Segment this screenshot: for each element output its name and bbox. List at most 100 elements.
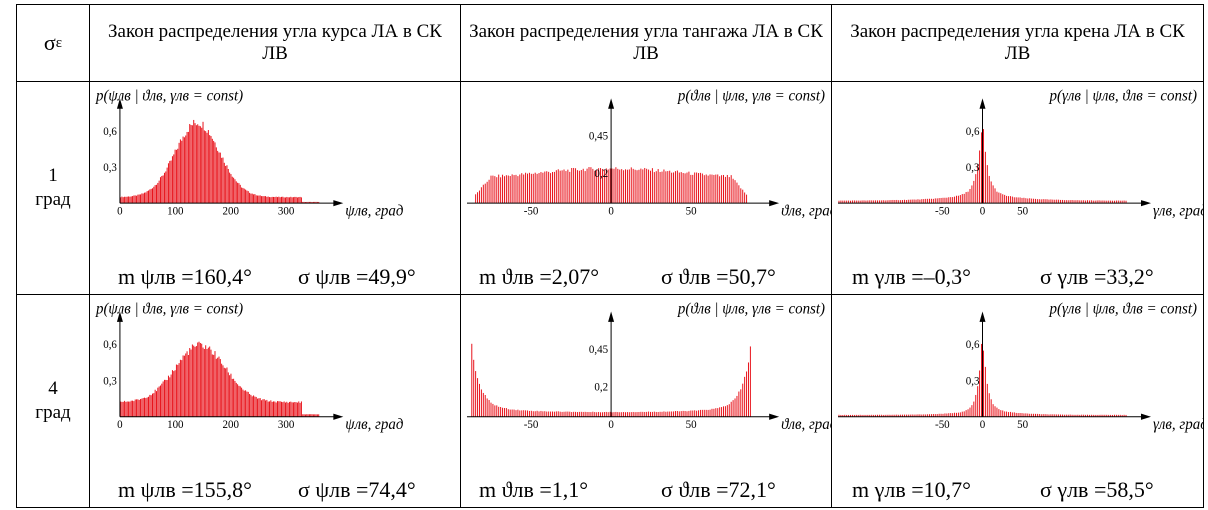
histogram-bar [644,167,646,204]
row-value: 1 [48,164,58,186]
histogram-bar [1115,414,1117,417]
histogram-bar [686,410,688,417]
histogram-bar [932,198,934,204]
histogram-bar [246,190,248,204]
histogram-bar [561,170,563,204]
histogram-bar [634,411,636,417]
histogram-bar [1056,199,1058,204]
histogram-bar [254,396,256,417]
histogram-bar [274,401,276,417]
histogram-bar [596,411,598,417]
histogram-bar [300,400,302,417]
histogram-bar [1123,414,1125,417]
x-axis-label: ψлв, град [345,415,403,432]
histogram-bar [927,413,929,417]
histogram-bar [657,169,659,204]
histogram-bar [875,414,877,417]
histogram-bar [659,172,661,204]
histogram-bar [1113,414,1115,417]
histogram-bar [575,168,577,204]
histogram-bar [938,413,940,417]
histogram-bar [638,411,640,417]
y-axis-label: p(ψлв | ϑлв, γлв = const) [95,300,243,317]
histogram-bar [857,414,859,417]
plot-cell-r1-roll: -50 0 50 0,3 0,6 p(γлв | ψлв, ϑлв = const) γлв… [832,82,1203,295]
histogram-bar [565,411,567,417]
histogram-bar [177,148,179,204]
histogram-bar [1088,200,1090,204]
histogram-bar [628,411,630,417]
histogram-bar [673,172,675,204]
histogram-bar [623,170,625,204]
histogram-bar [929,198,931,204]
histogram-bar [1065,200,1067,204]
histogram-bar [310,413,312,417]
histogram-bar [1038,413,1040,417]
histogram-bar [532,410,534,417]
histogram-bar [657,411,659,417]
histogram-bar [146,191,148,204]
histogram-bar [721,406,723,417]
histogram-bar [1085,414,1087,417]
histogram-bar [241,187,243,204]
x-tick-label: 200 [223,205,240,217]
histogram-bar [911,199,913,204]
histogram-bar [221,157,223,204]
histogram-bar [211,353,213,417]
histogram-bar [517,176,519,204]
histogram-bar [930,198,932,204]
histogram-bar [233,378,235,417]
histogram-bar [242,389,244,417]
histogram-bar [148,190,150,204]
histogram-bar [278,400,280,417]
sigma-symbol: σ [43,30,56,55]
histogram-bar [555,170,557,204]
histogram-bar [185,352,187,417]
stats-r2-roll: m γлв =10,7° σ γлв =58,5° [832,471,1203,505]
histogram-bar [696,410,698,417]
histogram-bar [291,197,293,204]
histogram-bar [1125,200,1127,204]
histogram-bar [141,193,143,204]
histogram-bar [1083,200,1085,204]
histogram-bar [1069,200,1071,204]
histogram-bar [867,200,869,204]
histogram-bar [519,174,521,204]
y-tick-label: 0,6 [966,126,980,138]
histogram-bar [1002,409,1004,417]
histogram-bar [502,407,504,417]
histogram-bar [287,197,289,204]
bars [120,341,320,417]
histogram-bar [857,200,859,204]
histogram-bar [571,411,573,417]
histogram-bar [247,391,249,417]
histogram-bar [191,343,193,417]
histogram-bar [848,414,850,417]
histogram-bar [1117,200,1119,204]
bars [120,119,320,204]
histogram-bar [283,197,285,204]
histogram-bar [261,399,263,417]
histogram-bar [203,130,205,204]
histogram-bar [278,196,280,204]
histogram-bar [205,344,207,417]
histogram-bar [505,175,507,204]
x-axis-label: ϑлв, град [781,202,831,219]
histogram-bar [719,406,721,417]
y-tick-label: 0,45 [589,130,609,142]
histogram-bar [515,409,517,417]
histogram-bar [234,179,236,204]
histogram-bar [269,400,271,417]
histogram-bar [517,409,519,417]
y-axis-arrow [979,98,986,109]
histogram-bar [921,414,923,417]
histogram-bar [194,346,196,417]
histogram-bar [628,169,630,204]
y-tick-label: 0,3 [966,375,980,387]
histogram-bar [626,411,628,417]
histogram-bar [1052,413,1054,417]
histogram-bar [120,401,122,417]
histogram-bar [1034,413,1036,417]
histogram-bar [500,406,502,417]
histogram-bar [247,191,249,204]
